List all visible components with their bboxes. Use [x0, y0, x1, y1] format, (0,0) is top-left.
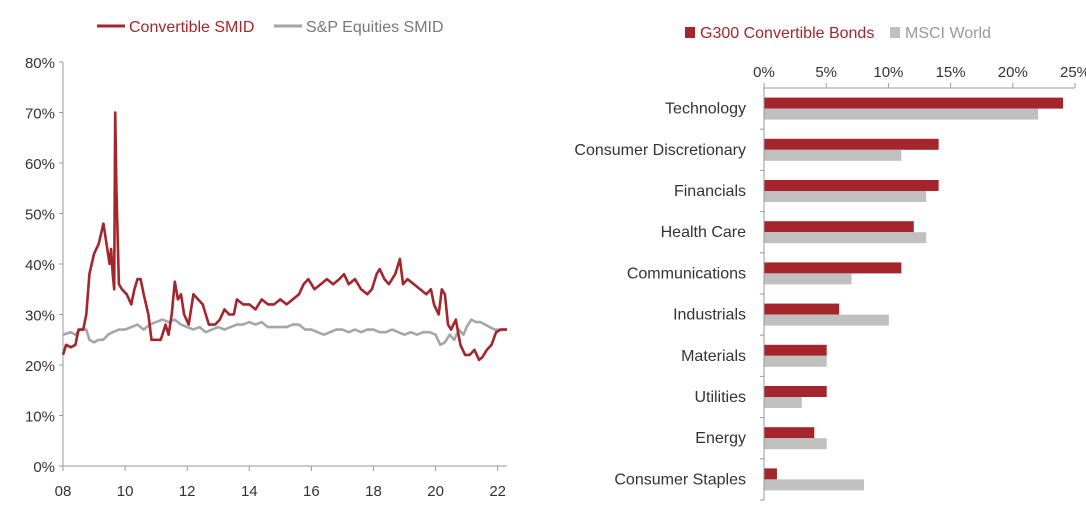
- bar-msci-world-financials: [764, 191, 927, 202]
- bar-msci-world-communications: [764, 273, 852, 285]
- x-tick-label: 10%: [873, 64, 903, 81]
- bar-g300-convertible-bonds-consumer-discretionary: [764, 138, 939, 150]
- category-label-materials: Materials: [681, 348, 746, 365]
- y-tick-label: 30%: [25, 308, 55, 325]
- y-tick-label: 20%: [25, 358, 55, 375]
- x-tick-label: 10: [117, 483, 134, 500]
- category-label-utilities: Utilities: [694, 389, 746, 406]
- x-tick-label: 12: [179, 483, 196, 500]
- legend-swatch-msci-world: [890, 27, 900, 38]
- legend-swatch-g300-convertible-bonds: [685, 27, 695, 38]
- bar-chart-bars: [760, 97, 1064, 501]
- bar-msci-world-utilities: [764, 397, 802, 408]
- bar-g300-convertible-bonds-financials: [764, 180, 939, 191]
- y-tick-label: 40%: [25, 257, 55, 274]
- bar-g300-convertible-bonds-utilities: [764, 386, 827, 397]
- legend-label-convertible-smid: Convertible SMID: [129, 19, 254, 36]
- bar-msci-world-industrials: [764, 314, 889, 326]
- legend-label-s-p-equities-smid: S&P Equities SMID: [306, 19, 444, 36]
- bar-g300-convertible-bonds-materials: [764, 344, 827, 356]
- x-tick-label: 22: [489, 483, 506, 500]
- x-tick-label: 5%: [815, 64, 837, 81]
- y-tick-label: 10%: [25, 409, 55, 426]
- line-chart-series: [61, 111, 507, 362]
- category-label-consumer-discretionary: Consumer Discretionary: [574, 142, 746, 159]
- line-chart: Convertible SMID S&P Equities SMID 0% 10% 2…: [25, 19, 507, 500]
- x-tick-label: 08: [55, 483, 72, 500]
- bar-g300-convertible-bonds-consumer-staples: [764, 468, 777, 480]
- bar-chart: G300 Convertible Bonds MSCI World 0% 5% 10%…: [574, 25, 1086, 501]
- bar-chart-category-labels: Technology Consumer Discretionary Financia…: [574, 101, 746, 489]
- bar-msci-world-materials: [764, 355, 827, 367]
- line-chart-y-axis: 0% 10% 20% 30% 40% 50% 60% 70% 80%: [25, 55, 64, 476]
- y-tick-label: 0%: [33, 459, 55, 476]
- category-label-technology: Technology: [665, 101, 746, 118]
- bar-msci-world-technology: [764, 108, 1039, 120]
- legend-label-msci-world: MSCI World: [905, 25, 991, 42]
- x-tick-label: 25%: [1060, 64, 1086, 81]
- bar-msci-world-energy: [764, 438, 827, 450]
- bar-g300-convertible-bonds-health-care: [764, 221, 914, 233]
- bar-msci-world-health-care: [764, 232, 927, 244]
- category-label-health-care: Health Care: [661, 224, 746, 241]
- x-tick-label: 20%: [998, 64, 1028, 81]
- y-tick-label: 80%: [25, 55, 55, 72]
- bar-msci-world-consumer-discretionary: [764, 149, 902, 161]
- line-chart-legend: Convertible SMID S&P Equities SMID: [97, 19, 444, 36]
- bar-g300-convertible-bonds-energy: [764, 427, 815, 439]
- y-tick-label: 60%: [25, 156, 55, 173]
- category-label-communications: Communications: [627, 265, 746, 282]
- bar-chart-x-axis: 0% 5% 10% 15% 20% 25%: [753, 64, 1086, 500]
- x-tick-label: 20: [427, 483, 444, 500]
- category-label-industrials: Industrials: [673, 307, 746, 324]
- category-label-consumer-staples: Consumer Staples: [614, 471, 746, 488]
- x-tick-label: 15%: [936, 64, 966, 81]
- x-tick-label: 18: [365, 483, 382, 500]
- bar-g300-convertible-bonds-communications: [764, 262, 902, 274]
- bar-msci-world-consumer-staples: [764, 479, 865, 491]
- bar-chart-legend: G300 Convertible Bonds MSCI World: [685, 25, 991, 42]
- bar-g300-convertible-bonds-technology: [764, 97, 1064, 109]
- series-line-convertible-smid: [61, 111, 507, 362]
- x-tick-label: 16: [303, 483, 320, 500]
- line-chart-x-axis: 08 10 12 14 16 18 20 22: [55, 465, 507, 500]
- y-tick-label: 50%: [25, 207, 55, 224]
- legend-label-g300-convertible-bonds: G300 Convertible Bonds: [700, 25, 874, 42]
- y-tick-label: 70%: [25, 106, 55, 123]
- bar-g300-convertible-bonds-industrials: [764, 303, 840, 315]
- x-tick-label: 14: [241, 483, 258, 500]
- category-label-financials: Financials: [674, 183, 746, 200]
- x-tick-label: 0%: [753, 64, 775, 81]
- category-label-energy: Energy: [695, 430, 746, 447]
- series-line-s-p-equities-smid: [62, 318, 507, 347]
